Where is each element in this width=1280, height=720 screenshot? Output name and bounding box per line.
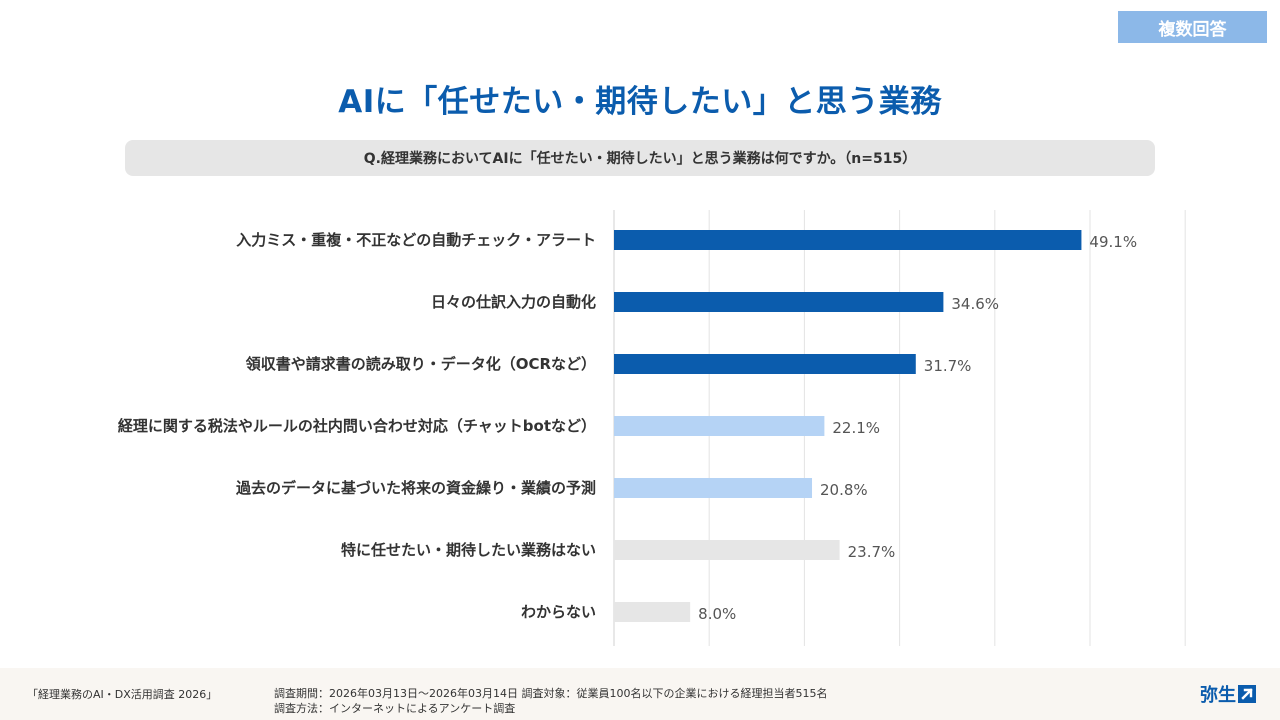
bars <box>614 230 1082 622</box>
value-label-0: 49.1% <box>1089 233 1137 251</box>
bar-1 <box>614 292 944 312</box>
category-labels: 入力ミス・重複・不正などの自動チェック・アラート日々の仕訳入力の自動化領収書や請… <box>118 231 596 621</box>
survey-question: Q.経理業務においてAIに「任せたい・期待したい」と思う業務は何ですか。（n=5… <box>125 140 1155 176</box>
value-label-5: 23.7% <box>848 543 896 561</box>
value-labels: 49.1% 34.6% 31.7% 22.1% 20.8% 23.7% 8.0% <box>698 233 1137 623</box>
category-label-3: 経理に関する税法やルールの社内問い合わせ対応（チャットbotなど） <box>118 417 596 435</box>
multiple-answer-badge: 複数回答 <box>1118 11 1267 43</box>
value-label-3: 22.1% <box>832 419 880 437</box>
value-label-2: 31.7% <box>924 357 972 375</box>
survey-info-line2: 調査方法：インターネットによるアンケート調査 <box>274 702 516 715</box>
value-label-6: 8.0% <box>698 605 736 623</box>
yayoi-logo: 弥生 <box>1200 683 1256 706</box>
bar-2 <box>614 354 916 374</box>
bar-3 <box>614 416 825 436</box>
logo-text: 弥生 <box>1200 685 1236 706</box>
bar-0 <box>614 230 1082 250</box>
category-label-5: 特に任せたい・期待したい業務はない <box>341 541 596 559</box>
page-title: AIに「任せたい・期待したい」と思う業務 <box>338 84 942 120</box>
category-label-1: 日々の仕訳入力の自動化 <box>431 293 596 311</box>
value-label-4: 20.8% <box>820 481 868 499</box>
category-label-0: 入力ミス・重複・不正などの自動チェック・アラート <box>236 231 596 249</box>
bar-chart: 入力ミス・重複・不正などの自動チェック・アラート日々の仕訳入力の自動化領収書や請… <box>118 210 1186 646</box>
value-label-1: 34.6% <box>951 295 999 313</box>
category-label-4: 過去のデータに基づいた将来の資金繰り・業績の予測 <box>235 479 596 497</box>
bar-6 <box>614 602 691 622</box>
bar-5 <box>614 540 840 560</box>
bar-4 <box>614 478 813 498</box>
footer <box>0 668 1280 720</box>
logo-arrow-icon <box>1238 685 1256 703</box>
survey-name: 「経理業務のAI・DX活用調査 2026」 <box>27 688 218 701</box>
survey-info: 調査期間：2026年03月13日～2026年03月14日 調査対象：従業員100… <box>274 686 827 716</box>
category-label-6: わからない <box>521 603 596 621</box>
category-label-2: 領収書や請求書の読み取り・データ化（OCRなど） <box>246 355 596 373</box>
survey-info-line1: 調査期間：2026年03月13日～2026年03月14日 調査対象：従業員100… <box>274 687 828 700</box>
